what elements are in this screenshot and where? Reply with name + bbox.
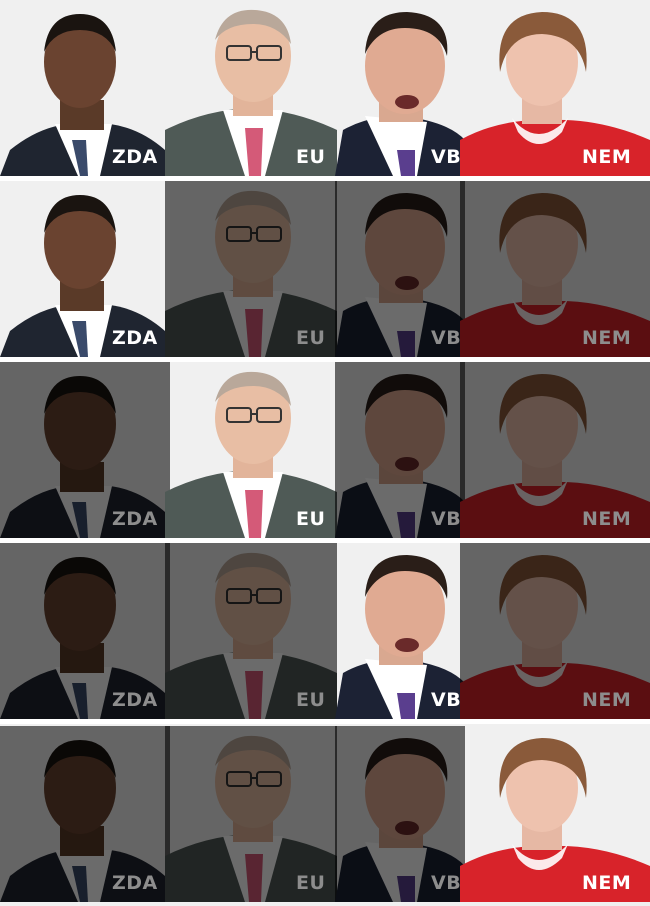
dim-overlay	[0, 543, 170, 719]
label-zda: ZDA	[112, 146, 158, 168]
dim-overlay	[165, 543, 337, 719]
person-figure-zda	[0, 14, 170, 176]
portrait-zda: ZDA	[0, 726, 170, 902]
dim-overlay	[460, 543, 650, 719]
portrait-eu: EU	[165, 543, 337, 719]
dim-overlay	[165, 726, 337, 902]
dim-overlay	[335, 181, 465, 357]
label-eu: EU	[296, 146, 326, 168]
label-eu: EU	[296, 872, 326, 894]
label-nem: NEM	[582, 689, 632, 711]
person-figure-vb	[335, 12, 465, 176]
row-2: ZDA EU	[0, 181, 650, 357]
portrait-nem: NEM	[460, 726, 650, 902]
label-zda: ZDA	[112, 327, 158, 349]
label-vb: VB	[431, 872, 462, 894]
dim-overlay	[335, 362, 465, 538]
row-divider	[0, 357, 650, 362]
label-zda: ZDA	[112, 508, 158, 530]
portrait-zda: ZDA	[0, 362, 170, 538]
portrait-zda: ZDA	[0, 181, 170, 357]
label-eu: EU	[296, 508, 326, 530]
label-zda: ZDA	[112, 689, 158, 711]
portrait-vb: VB	[335, 0, 465, 176]
person-figure-nem	[460, 12, 650, 176]
portrait-eu: EU	[165, 362, 337, 538]
portrait-vb: VB	[335, 726, 465, 902]
portrait-zda: ZDA	[0, 0, 170, 176]
portrait-eu: EU	[165, 181, 337, 357]
dim-overlay	[460, 181, 650, 357]
dim-overlay	[0, 726, 170, 902]
row-divider	[0, 719, 650, 724]
dim-overlay	[335, 726, 465, 902]
person-figure-eu	[165, 371, 337, 538]
label-zda: ZDA	[112, 872, 158, 894]
portrait-eu: EU	[165, 0, 337, 176]
label-nem: NEM	[582, 872, 632, 894]
portrait-nem: NEM	[460, 181, 650, 357]
row-4: ZDA EU	[0, 543, 650, 719]
row-1: ZDA EU	[0, 0, 650, 176]
portrait-nem: NEM	[460, 543, 650, 719]
label-nem: NEM	[582, 327, 632, 349]
label-nem: NEM	[582, 146, 632, 168]
row-5: ZDA EU	[0, 726, 650, 902]
person-figure-zda	[0, 195, 170, 357]
dim-overlay	[0, 362, 170, 538]
person-figure-nem	[460, 738, 650, 902]
row-3: ZDA EU	[0, 362, 650, 538]
person-figure-eu	[165, 9, 337, 176]
portrait-vb: VB	[335, 362, 465, 538]
portrait-vb: VB	[335, 181, 465, 357]
label-vb: VB	[431, 327, 462, 349]
label-eu: EU	[296, 689, 326, 711]
label-vb: VB	[431, 508, 462, 530]
portrait-zda: ZDA	[0, 543, 170, 719]
label-nem: NEM	[582, 508, 632, 530]
portrait-nem: NEM	[460, 362, 650, 538]
row-divider	[0, 538, 650, 543]
label-vb: VB	[431, 689, 462, 711]
label-eu: EU	[296, 327, 326, 349]
person-figure-vb	[335, 555, 465, 719]
label-vb: VB	[431, 146, 462, 168]
portrait-eu: EU	[165, 726, 337, 902]
dim-overlay	[165, 181, 337, 357]
portrait-nem: NEM	[460, 0, 650, 176]
row-divider	[0, 176, 650, 181]
dim-overlay	[460, 362, 650, 538]
portrait-vb: VB	[335, 543, 465, 719]
